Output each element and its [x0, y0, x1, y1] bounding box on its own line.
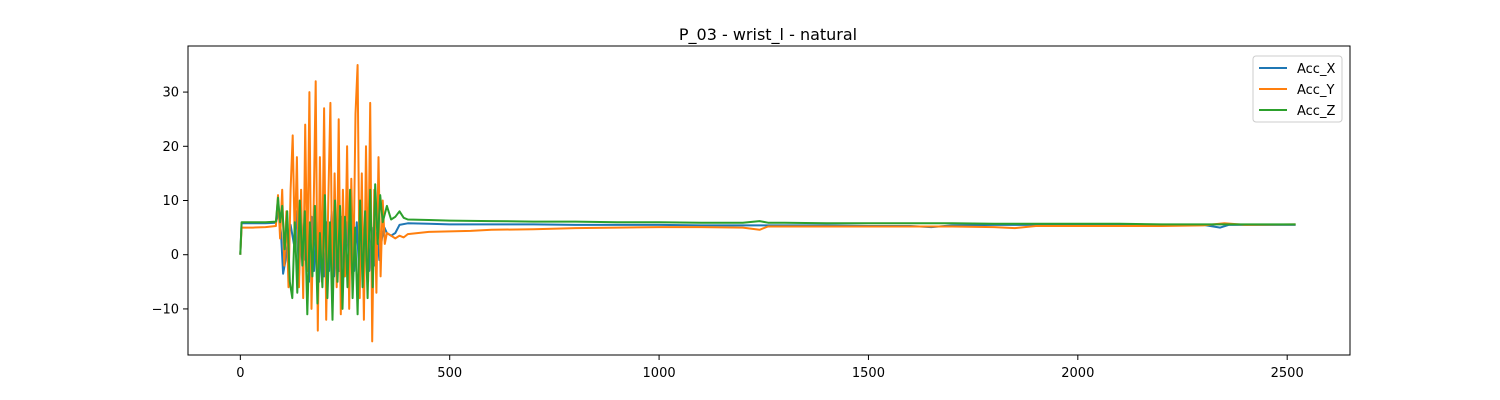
y-axis: −10 0 10 20 30 — [152, 86, 188, 317]
y-tick-label: 10 — [162, 194, 179, 209]
y-tick-label: 20 — [162, 140, 179, 155]
legend-entry-label: Acc_Z — [1297, 104, 1335, 119]
legend-entry-label: Acc_Y — [1297, 83, 1334, 98]
legend-entry-label: Acc_X — [1297, 62, 1335, 77]
y-tick-label: −10 — [152, 302, 179, 317]
plot-lines — [239, 64, 1296, 343]
legend: Acc_X Acc_Y Acc_Z — [1252, 55, 1343, 123]
x-tick-label: 2000 — [1061, 366, 1094, 381]
chart-title: P_03 - wrist_l - natural — [679, 25, 857, 45]
series-line-acc-z — [239, 183, 1296, 321]
x-axis: 0 500 1000 1500 2000 2500 — [236, 355, 1304, 381]
x-tick-label: 2500 — [1271, 366, 1304, 381]
x-tick-label: 1500 — [852, 366, 885, 381]
legend-box — [1252, 55, 1343, 123]
x-tick-label: 1000 — [643, 366, 676, 381]
y-tick-label: 30 — [162, 86, 179, 101]
x-tick-label: 500 — [437, 366, 462, 381]
y-tick-label: 0 — [171, 248, 179, 263]
x-tick-label: 0 — [236, 366, 244, 381]
series-line-acc-y — [239, 64, 1296, 343]
